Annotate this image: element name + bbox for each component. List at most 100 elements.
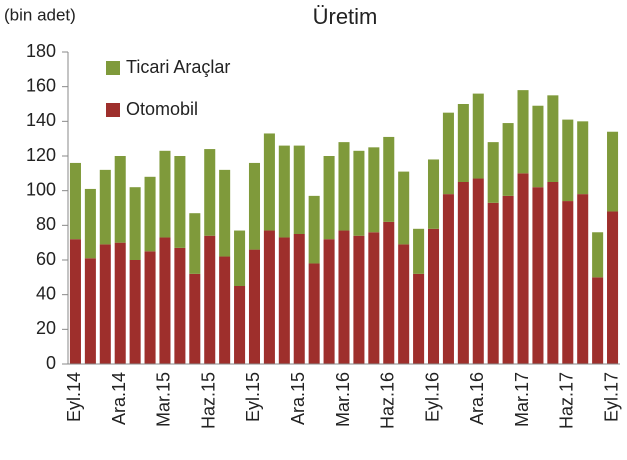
bar bbox=[547, 95, 559, 182]
bar bbox=[234, 286, 246, 364]
x-tick-label: Haz.17 bbox=[557, 372, 577, 429]
bar bbox=[338, 230, 350, 364]
bar bbox=[398, 171, 410, 245]
bar bbox=[278, 237, 290, 364]
bar bbox=[323, 156, 335, 240]
y-tick-label: 80 bbox=[36, 214, 56, 234]
bar bbox=[532, 105, 544, 188]
bar bbox=[413, 273, 425, 364]
bar bbox=[144, 251, 156, 364]
bar bbox=[84, 258, 96, 364]
bar bbox=[502, 123, 514, 196]
bar bbox=[69, 162, 81, 240]
bar bbox=[577, 121, 589, 195]
bar bbox=[457, 104, 469, 182]
bar bbox=[442, 194, 454, 364]
y-tick-label: 140 bbox=[26, 110, 56, 130]
bar bbox=[293, 234, 305, 364]
bar bbox=[204, 149, 216, 236]
bar bbox=[129, 187, 141, 260]
bar bbox=[293, 145, 305, 234]
x-tick-label: Haz.15 bbox=[198, 372, 218, 429]
x-tick-label: Eyl.17 bbox=[601, 372, 621, 422]
bar bbox=[517, 173, 529, 364]
y-tick-label: 0 bbox=[46, 353, 56, 373]
bar bbox=[84, 188, 96, 259]
legend-label: Ticari Araçlar bbox=[126, 57, 230, 77]
y-tick-label: 120 bbox=[26, 145, 56, 165]
bar bbox=[487, 142, 499, 203]
bar bbox=[368, 232, 380, 364]
y-tick-label: 160 bbox=[26, 75, 56, 95]
bar bbox=[427, 228, 440, 364]
bar bbox=[413, 228, 425, 274]
y-tick-label: 180 bbox=[26, 41, 56, 61]
bar bbox=[338, 142, 350, 231]
bar bbox=[323, 239, 335, 364]
y-axis-label: (bin adet) bbox=[4, 5, 76, 24]
bar bbox=[353, 235, 365, 364]
y-tick-label: 20 bbox=[36, 318, 56, 338]
bar bbox=[69, 239, 81, 364]
bar bbox=[353, 150, 365, 236]
bar bbox=[189, 273, 201, 364]
x-tick-label: Ara.14 bbox=[109, 372, 129, 425]
bar bbox=[174, 156, 186, 248]
bar bbox=[204, 235, 216, 364]
bar bbox=[592, 277, 604, 364]
bar bbox=[547, 182, 559, 364]
bar bbox=[308, 263, 320, 364]
x-tick-label: Haz.16 bbox=[378, 372, 398, 429]
bar bbox=[383, 136, 395, 222]
bar bbox=[487, 202, 499, 364]
y-tick-label: 60 bbox=[36, 249, 56, 269]
legend-swatch bbox=[106, 61, 120, 75]
chart-title: Üretim bbox=[313, 4, 378, 29]
bar bbox=[99, 244, 111, 364]
x-tick-label: Mar.16 bbox=[333, 372, 353, 427]
bar bbox=[442, 112, 454, 195]
bar bbox=[577, 194, 589, 364]
legend-swatch bbox=[106, 103, 120, 117]
bar bbox=[248, 162, 261, 250]
bar bbox=[592, 232, 604, 278]
bar bbox=[99, 169, 111, 245]
bar bbox=[383, 221, 395, 364]
bar bbox=[219, 169, 231, 257]
bar bbox=[368, 147, 380, 233]
bar bbox=[472, 93, 484, 179]
bar bbox=[427, 159, 440, 229]
bar bbox=[248, 249, 261, 364]
legend-label: Otomobil bbox=[126, 99, 198, 119]
bar bbox=[398, 244, 410, 364]
x-tick-label: Eyl.16 bbox=[422, 372, 442, 422]
y-tick-label: 40 bbox=[36, 283, 56, 303]
bar bbox=[114, 156, 126, 243]
bar bbox=[189, 213, 201, 274]
bar bbox=[502, 195, 514, 364]
bar bbox=[159, 237, 171, 364]
y-tick-label: 100 bbox=[26, 179, 56, 199]
bar bbox=[517, 90, 529, 174]
x-tick-label: Ara.15 bbox=[288, 372, 308, 425]
bar bbox=[607, 211, 619, 364]
x-tick-label: Eyl.14 bbox=[64, 372, 84, 422]
bar bbox=[308, 195, 320, 264]
x-tick-label: Mar.17 bbox=[512, 372, 532, 427]
bar bbox=[472, 178, 484, 364]
bar bbox=[607, 131, 619, 212]
bar bbox=[562, 201, 574, 364]
bar bbox=[159, 150, 171, 238]
bar bbox=[278, 145, 290, 238]
bar bbox=[532, 187, 544, 364]
bar bbox=[174, 247, 186, 364]
bar bbox=[219, 256, 231, 364]
bar bbox=[114, 242, 126, 364]
bar bbox=[457, 182, 469, 364]
x-tick-label: Eyl.15 bbox=[243, 372, 263, 422]
bar bbox=[129, 260, 141, 364]
bar bbox=[234, 230, 246, 286]
bar bbox=[263, 230, 275, 364]
bar bbox=[144, 176, 156, 252]
